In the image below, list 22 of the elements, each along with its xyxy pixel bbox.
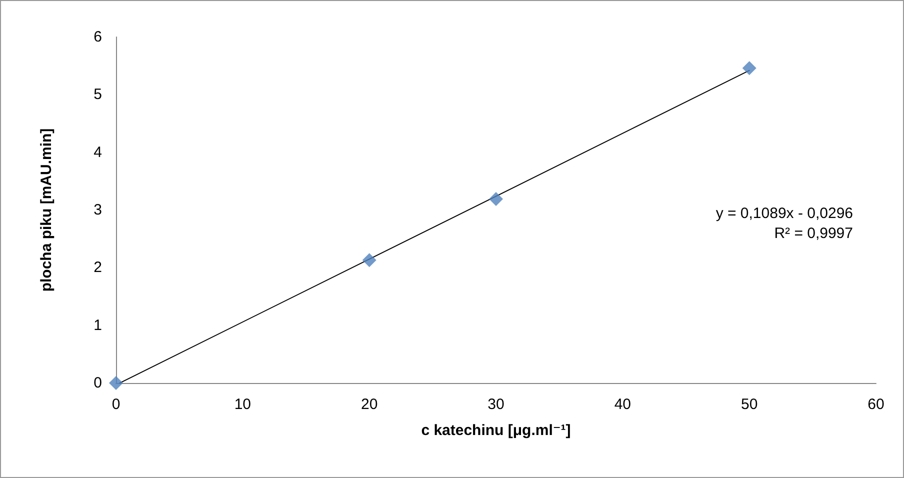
x-tick-label: 40 [614,396,632,413]
y-tick-label: 6 [94,28,102,46]
y-tick-label: 0 [94,374,102,392]
x-axis-title: c katechinu [μg.ml⁻¹] [421,422,571,439]
y-tick-label: 5 [94,86,102,104]
annotation: y = 0,1089x - 0,0296 [716,205,853,222]
x-tick-label: 60 [868,396,884,413]
point [489,192,503,206]
x-tick-label: 50 [740,396,758,413]
annotation: R² = 0,9997 [774,225,854,242]
x-tick-label: 0 [112,396,120,413]
point [742,61,756,76]
y-tick-label: 1 [94,316,102,334]
point [362,253,376,268]
y-tick-label: 2 [94,259,102,276]
x-tick-label: 10 [234,396,252,413]
x-tick-label: 30 [488,396,504,413]
y-tick-label: 3 [94,202,102,218]
y-tick-label: 4 [94,144,102,161]
x-tick-label: 20 [360,396,378,413]
y-axis-title: plocha piku [mAU.min] [38,128,55,292]
point [109,376,123,390]
